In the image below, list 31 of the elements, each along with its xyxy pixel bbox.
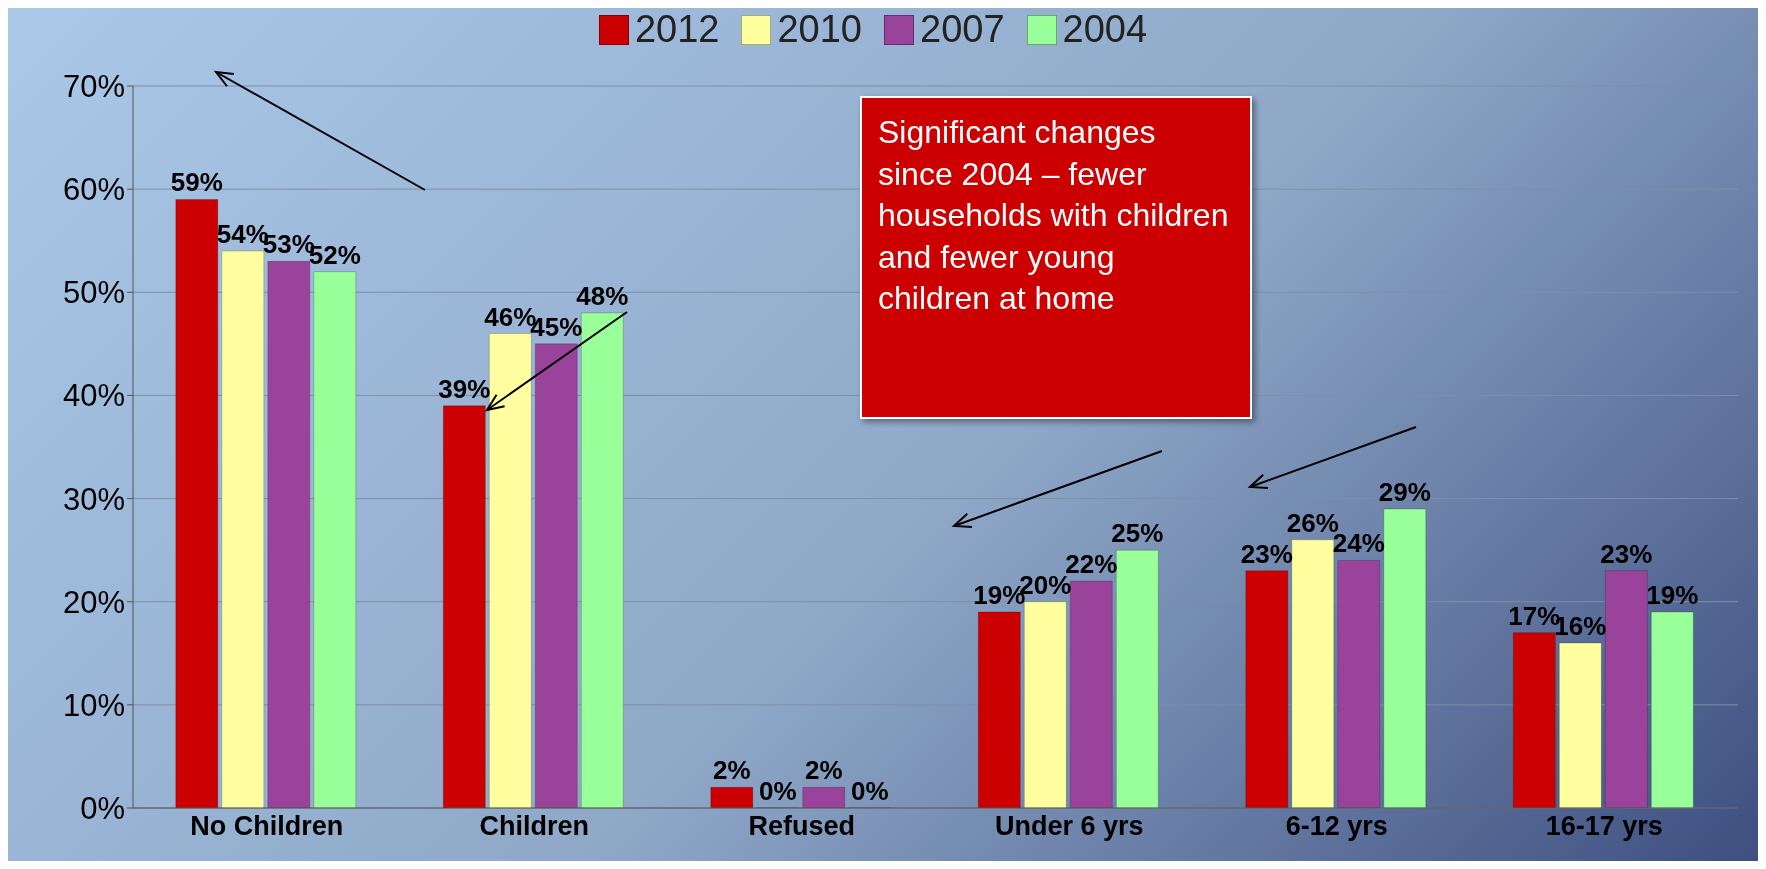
x-tick-label: 16-17 yrs [1545, 811, 1663, 842]
data-label: 2% [805, 755, 843, 786]
data-label: 0% [759, 775, 797, 806]
y-tick-label: 70% [62, 69, 125, 104]
data-label: 48% [576, 280, 629, 311]
legend-label: 2004 [1062, 8, 1148, 51]
x-tick-label: Under 6 yrs [994, 811, 1144, 842]
y-tick-label: 40% [62, 378, 125, 414]
x-tick-label: 6-12 yrs [1285, 811, 1388, 842]
y-tick-label: 50% [62, 275, 125, 311]
data-label: 25% [1111, 518, 1164, 549]
data-label: 23% [1240, 538, 1293, 569]
data-label: 2% [713, 755, 751, 786]
data-label: 59% [170, 167, 223, 198]
legend-label: 2007 [920, 8, 1005, 51]
y-tick-label: 60% [62, 172, 125, 208]
legend-label: 2012 [634, 8, 720, 51]
data-label: 0% [851, 775, 889, 806]
data-label: 19% [1646, 580, 1699, 611]
x-tick-label: No Children [190, 811, 344, 842]
y-tick-label: 0% [80, 791, 125, 827]
data-label: 39% [438, 373, 491, 404]
text-box: Significant changes since 2004 – fewer households with children and fewer young children at home [860, 96, 1252, 419]
y-tick-label: 20% [62, 584, 125, 620]
legend-label: 2010 [777, 8, 862, 51]
data-label: 23% [1600, 538, 1653, 569]
y-tick-label: 10% [62, 687, 125, 723]
y-tick-label: 30% [62, 481, 125, 517]
data-label: 29% [1378, 476, 1431, 507]
x-tick-label: Refused [748, 811, 856, 842]
x-tick-label: Children [479, 811, 590, 842]
